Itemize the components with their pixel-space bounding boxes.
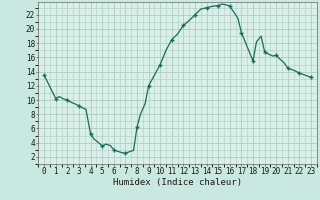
X-axis label: Humidex (Indice chaleur): Humidex (Indice chaleur)	[113, 178, 242, 187]
